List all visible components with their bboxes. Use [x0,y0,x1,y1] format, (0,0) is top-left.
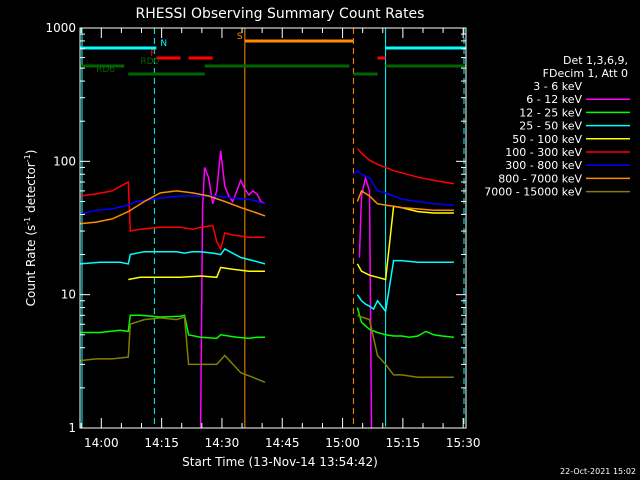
series-line-8-0 [79,315,266,383]
y-axis-label-mid: detector [24,162,38,217]
series-line-1-1 [358,175,373,429]
plot-frame [79,27,467,429]
series-line-8-1 [357,314,454,379]
series-line-2-0 [80,314,265,340]
legend-label-7: 800 - 7000 keV [498,172,582,185]
legend-label-1: 6 - 12 keV [526,93,582,106]
y-tick-label-3: 1000 [45,21,76,35]
legend-label-3: 25 - 50 keV [519,120,582,133]
flag-label-2: S [237,32,243,42]
flag-bars: NF S RD0 RD6 [80,32,466,76]
series-line-5-1 [356,147,455,185]
legend-label-5: 100 - 300 keV [505,146,582,159]
x-tick-label-6: 15:30 [446,436,481,450]
x-tick-label-4: 15:00 [325,436,360,450]
chart-title: RHESSI Observing Summary Count Rates [136,6,425,22]
flag-label-4: RD6 [96,65,115,75]
y-tick-label-0: 1 [68,421,76,435]
x-axis-label: Start Time (13-Nov-14 13:54:42) [182,455,378,469]
flag-label-1: F [150,49,155,59]
x-tick-label-2: 14:30 [205,436,240,450]
legend-label-4: 50 - 100 keV [512,133,582,146]
y-axis-label: Count Rate (s-1 detector-1) [23,150,38,307]
x-tick-label-5: 15:15 [386,436,421,450]
y-axis-label-sup2: -1 [23,154,32,162]
y-tick-label-1: 10 [61,288,76,302]
series-line-4-0 [128,266,265,281]
series-group [79,147,455,429]
series-line-7-0 [79,190,266,225]
y-axis-label-main: Count Rate (s [24,225,38,307]
x-tick-label-1: 14:15 [144,436,179,450]
y-axis-ticks: 1 10 100 1000 [45,21,466,435]
y-axis-label-end: ) [24,150,38,155]
legend-label-8: 7000 - 15000 keV [484,186,582,199]
series-line-0-0 [183,372,222,429]
legend-header-1: FDecim 1, Att 0 [543,67,628,80]
x-tick-label-3: 14:45 [265,436,300,450]
y-tick-label-2: 100 [53,154,76,168]
series-line-1-0 [199,150,266,429]
series-line-3-0 [79,248,266,265]
series-line-3-1 [356,259,454,314]
legend-label-0: 3 - 6 keV [533,80,582,93]
y-axis-label-sup1: -1 [23,217,32,225]
series-line-2-1 [356,307,454,338]
legend-label-2: 12 - 25 keV [519,106,582,119]
series-line-4-1 [356,205,454,281]
legend-header-0: Det 1,3,6,9, [563,54,628,67]
x-tick-label-0: 14:00 [84,436,119,450]
x-axis-ticks: 14:00 14:15 14:30 14:45 15:00 15:15 15:30 [80,28,481,450]
flag-label-3: RD0 [140,57,159,67]
series-line-6-1 [352,169,454,206]
series-line-6-0 [79,195,266,216]
footer-timestamp: 22-Oct-2021 15:02 [560,467,636,476]
series-line-5-0 [79,180,265,252]
flag-label-0: N [160,39,167,49]
legend-label-6: 300 - 800 keV [505,159,582,172]
series-line-7-1 [356,189,454,211]
